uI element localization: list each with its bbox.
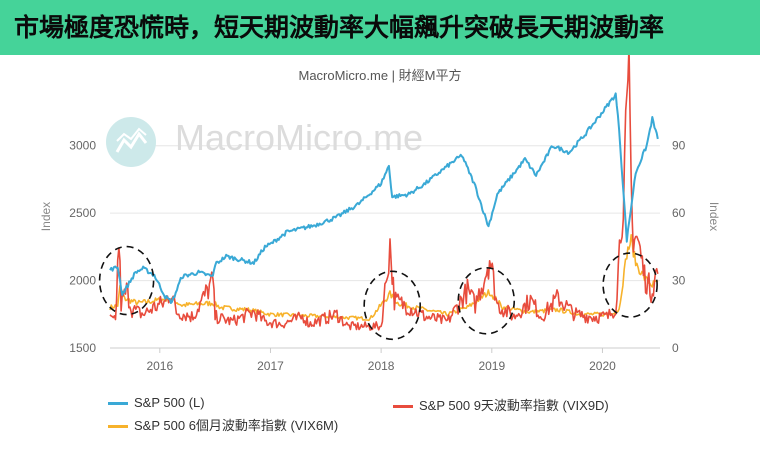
highlight-circle	[98, 245, 155, 316]
legend-label: S&P 500 6個月波動率指數 (VIX6M)	[134, 418, 339, 433]
highlight-circle	[363, 270, 421, 341]
x-tick: 2018	[368, 359, 395, 373]
legend-sp500[interactable]: S&P 500 (L)	[108, 395, 205, 410]
highlight-circle	[457, 266, 516, 335]
chart: 1500 2000 2500 3000 0 30 60 90 Index Index 2016 201…	[39, 55, 721, 373]
y-left-tick: 1500	[69, 341, 96, 355]
legend-label: S&P 500 9天波動率指數 (VIX9D)	[419, 398, 609, 413]
chart-card: 1500 2000 2500 3000 0 30 60 90 Index Index 2016 201…	[0, 55, 760, 450]
y-left-tick: 2000	[69, 274, 96, 288]
legend-swatch	[108, 402, 128, 406]
watermark-logo-icon	[106, 117, 156, 167]
y-right-tick: 30	[672, 274, 686, 288]
y-right-tick: 60	[672, 206, 686, 220]
x-tick: 2017	[257, 359, 284, 373]
y-left-tick: 2500	[69, 206, 96, 220]
legend-label: S&P 500 (L)	[134, 395, 205, 410]
y-right-tick: 0	[672, 341, 679, 355]
y-right-label: Index	[707, 202, 721, 231]
y-right-tick: 90	[672, 139, 686, 153]
y-left-tick: 3000	[69, 139, 96, 153]
series-line[interactable]	[109, 92, 659, 304]
watermark: MacroMicro.me	[175, 117, 423, 158]
headline: 市場極度恐慌時，短天期波動率大幅飆升突破長天期波動率	[0, 0, 760, 55]
y-left-label: Index	[39, 202, 53, 231]
x-tick: 2020	[589, 359, 616, 373]
chart-source: MacroMicro.me | 財經M平方	[299, 68, 462, 83]
x-tick: 2019	[478, 359, 505, 373]
legend-vix9d[interactable]: S&P 500 9天波動率指數 (VIX9D)	[393, 395, 609, 414]
series-line[interactable]	[109, 55, 659, 331]
legend-swatch	[393, 405, 413, 409]
highlight-circle	[602, 252, 658, 318]
legend-vix6m[interactable]: S&P 500 6個月波動率指數 (VIX6M)	[108, 415, 338, 434]
legend-swatch	[108, 425, 128, 429]
x-tick: 2016	[146, 359, 173, 373]
